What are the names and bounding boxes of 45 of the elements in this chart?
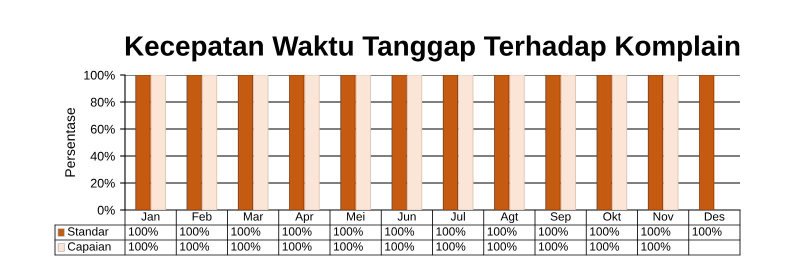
data-label: 100% bbox=[334, 242, 363, 251]
data-label: 100% bbox=[590, 242, 620, 251]
data-label: 100% bbox=[436, 227, 466, 236]
data-label: 100% bbox=[128, 227, 158, 236]
data-label: 100% bbox=[641, 227, 670, 236]
x-tick-label: Agt bbox=[500, 212, 518, 224]
x-tick-label: Jan bbox=[141, 212, 160, 221]
data-label: 100% bbox=[282, 227, 312, 236]
x-tick-label: Mar bbox=[244, 212, 264, 221]
data-label: 100% bbox=[538, 227, 568, 236]
y-tick-label: 0% bbox=[98, 206, 115, 215]
x-tick-label: Jul bbox=[450, 212, 465, 221]
legend-label: Capaian bbox=[68, 242, 111, 253]
data-label: 100% bbox=[436, 242, 466, 251]
x-tick-label: Mei bbox=[347, 212, 364, 221]
data-label: 100% bbox=[231, 227, 260, 236]
data-label: 100% bbox=[538, 242, 568, 251]
data-label: 100% bbox=[180, 242, 210, 251]
x-tick-label: Nov bbox=[654, 212, 674, 221]
data-label: 100% bbox=[692, 227, 722, 236]
y-tick-label: 80% bbox=[90, 98, 115, 107]
x-tick-label: Jun bbox=[398, 212, 416, 221]
y-tick-label: 20% bbox=[90, 178, 115, 188]
x-tick-label: Okt bbox=[603, 212, 621, 221]
data-label: 100% bbox=[385, 242, 414, 251]
data-label: 100% bbox=[128, 242, 158, 251]
data-label: 100% bbox=[334, 227, 363, 236]
legend-label: Standar bbox=[68, 226, 108, 236]
data-label: 100% bbox=[488, 227, 517, 236]
x-tick-label: Sep bbox=[550, 212, 571, 224]
y-axis-title: Persentase bbox=[65, 108, 76, 176]
data-label: 100% bbox=[180, 227, 210, 236]
y-tick-label: 60% bbox=[90, 124, 115, 134]
chart-title: Kecepatan Waktu Tanggap Terhadap Komplain bbox=[126, 35, 740, 62]
x-tick-label: Feb bbox=[192, 212, 212, 221]
data-label: 100% bbox=[231, 242, 260, 251]
y-tick-label: 100% bbox=[84, 70, 115, 80]
data-label: 100% bbox=[385, 227, 414, 236]
data-label: 100% bbox=[641, 242, 670, 251]
x-tick-label: Apr bbox=[295, 212, 314, 224]
data-label: 100% bbox=[488, 242, 517, 251]
data-label: 100% bbox=[282, 242, 312, 251]
y-tick-label: 40% bbox=[90, 152, 115, 161]
data-label: 100% bbox=[590, 227, 620, 236]
x-tick-label: Des bbox=[704, 212, 724, 221]
